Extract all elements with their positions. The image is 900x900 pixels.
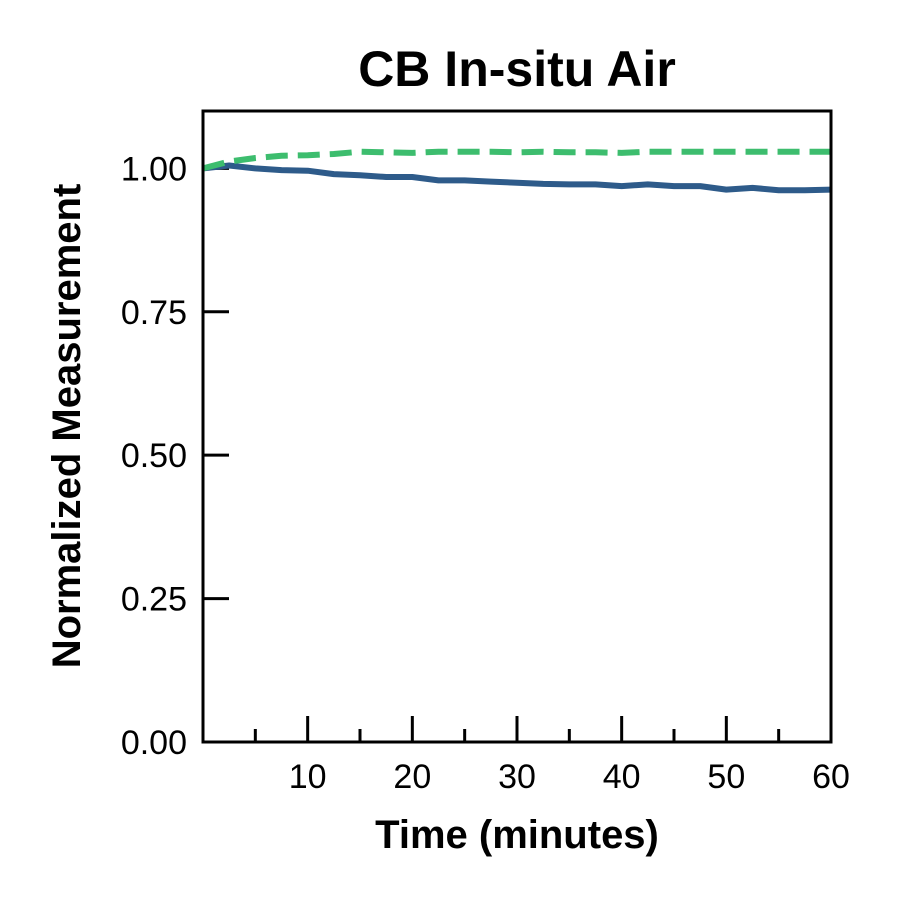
y-axis-ticks: 0.00 0.25 0.50 0.75 1.00 bbox=[121, 150, 229, 762]
x-axis-ticks: 10 20 30 40 50 60 bbox=[253, 716, 850, 796]
x-tick-label: 40 bbox=[603, 758, 641, 796]
y-axis-label: Normalized Measurement bbox=[45, 184, 89, 669]
y-tick-label: 0.25 bbox=[121, 581, 187, 619]
y-tick-label: 0.50 bbox=[121, 437, 187, 475]
chart-title: CB In-situ Air bbox=[358, 41, 676, 97]
x-axis-label: Time (minutes) bbox=[375, 813, 659, 857]
series-layer bbox=[202, 148, 832, 194]
y-tick-label: 1.00 bbox=[121, 150, 187, 188]
plot-area-frame bbox=[201, 109, 833, 744]
x-tick-label: 20 bbox=[393, 758, 431, 796]
series-line-solid-series bbox=[202, 162, 832, 194]
x-tick-label: 10 bbox=[289, 758, 327, 796]
y-tick-label: 0.75 bbox=[121, 294, 187, 332]
x-tick-label: 60 bbox=[812, 758, 850, 796]
series-line-dashed-series bbox=[202, 148, 831, 172]
x-tick-label: 30 bbox=[498, 758, 536, 796]
x-tick-label: 50 bbox=[707, 758, 745, 796]
y-tick-label: 0.00 bbox=[121, 724, 187, 762]
